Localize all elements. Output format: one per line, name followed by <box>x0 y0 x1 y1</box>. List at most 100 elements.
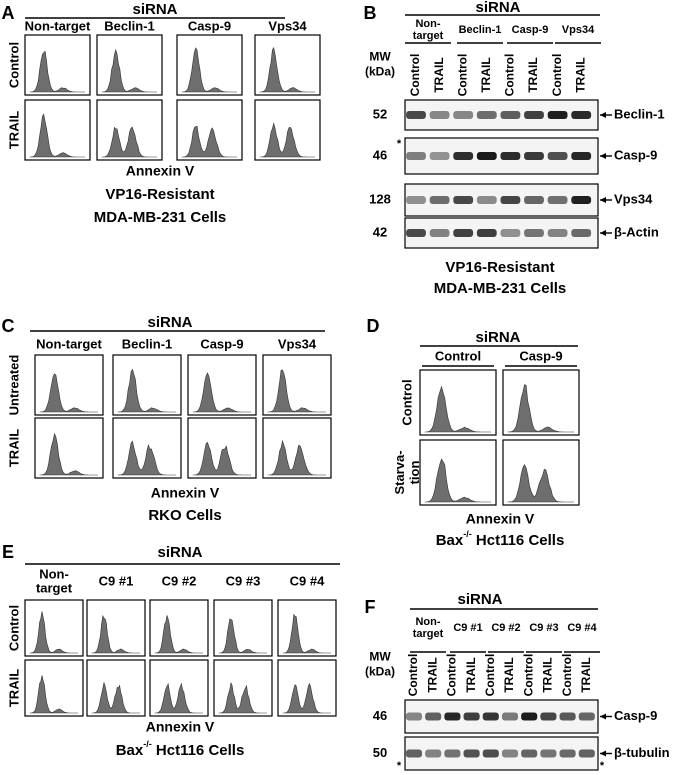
sirna-label: siRNA <box>157 544 202 561</box>
mw-value: 42 <box>373 224 387 239</box>
histogram <box>181 47 237 93</box>
band <box>406 229 426 237</box>
histogram <box>29 113 85 158</box>
row-label: Control <box>6 42 21 88</box>
histogram <box>154 615 203 654</box>
column-label: Casp-9 <box>200 336 243 351</box>
panel-letter: D <box>367 316 380 336</box>
histogram-box <box>34 354 104 416</box>
histogram <box>192 372 251 413</box>
group-label: C9 #1 <box>453 622 482 634</box>
band <box>524 111 544 119</box>
histogram <box>29 50 85 93</box>
band <box>500 152 521 160</box>
histogram-box <box>24 99 91 161</box>
histogram <box>101 126 157 158</box>
band <box>429 152 450 160</box>
column-label: target <box>36 580 73 595</box>
arrow-head <box>600 713 606 720</box>
lane-label: Control <box>455 54 469 97</box>
band <box>500 229 521 237</box>
histogram <box>282 613 331 654</box>
lane-label: Control <box>483 654 497 697</box>
band <box>476 229 497 237</box>
histogram <box>192 441 251 476</box>
protein-label: Vps34 <box>614 191 653 206</box>
protein-label: Casp-9 <box>614 708 657 723</box>
arrow-head <box>600 197 606 203</box>
histogram-box <box>187 417 257 479</box>
histogram <box>101 48 157 93</box>
band <box>406 196 426 204</box>
lane-label: TRAIL <box>573 57 587 92</box>
column-label: C9 #4 <box>290 573 325 588</box>
histogram <box>507 384 574 433</box>
column-label: Casp-9 <box>519 348 562 363</box>
column-label: Vps34 <box>268 18 307 33</box>
lane-label: TRAIL <box>541 657 555 692</box>
band <box>405 749 423 758</box>
arrow-head <box>600 230 606 236</box>
protein-label: Beclin-1 <box>614 106 665 121</box>
band <box>547 196 568 204</box>
marker: * <box>397 760 402 772</box>
row-label: Untreated <box>6 355 21 416</box>
row-label: Control <box>6 605 21 651</box>
band <box>453 229 474 237</box>
lane-label: Control <box>408 54 422 97</box>
arrow-head <box>600 153 606 159</box>
band <box>463 749 480 758</box>
caption: Bax-/- Hct116 Cells <box>436 529 565 549</box>
lane-label: TRAIL <box>479 57 493 92</box>
sirna-label: siRNA <box>132 1 177 18</box>
marker: * <box>600 760 605 772</box>
histogram <box>117 440 176 476</box>
lane-label: TRAIL <box>464 657 478 692</box>
band <box>453 196 474 204</box>
lane-label: Control <box>521 654 535 697</box>
panel-letter: E <box>2 542 14 562</box>
mw-header: MW <box>369 650 391 664</box>
x-axis-label: Annexin V <box>146 719 215 735</box>
lane-label: TRAIL <box>526 57 540 92</box>
panel-letter: A <box>2 3 15 23</box>
protein-label: β-Actin <box>614 224 659 239</box>
histogram-box <box>96 34 163 96</box>
band <box>429 229 450 237</box>
band <box>453 111 474 119</box>
histogram-box <box>34 417 104 479</box>
caption: VP16-Resistant <box>105 186 214 203</box>
histogram-box <box>86 599 146 657</box>
histogram <box>218 618 267 654</box>
band <box>429 111 450 119</box>
band <box>444 712 461 721</box>
row-label: TRAIL <box>6 111 21 149</box>
caption-rest: Hct116 Cells <box>472 532 565 549</box>
mw-value: 46 <box>373 708 387 723</box>
group-label: Beclin-1 <box>459 24 502 36</box>
histogram <box>39 373 98 413</box>
histogram <box>91 614 140 654</box>
histogram <box>117 368 176 413</box>
band <box>444 749 461 758</box>
mw-header: MW <box>369 50 391 64</box>
band <box>463 712 480 721</box>
row-label: Starva- <box>392 450 407 494</box>
lane-label: TRAIL <box>579 657 593 692</box>
band <box>547 152 568 160</box>
column-label: Non-target <box>25 18 91 33</box>
caption-sup: -/- <box>463 529 472 539</box>
histogram-box <box>277 599 337 657</box>
lane-label: Control <box>560 654 574 697</box>
histogram-box <box>502 369 580 436</box>
band <box>571 152 592 160</box>
lane-label: TRAIL <box>425 657 439 692</box>
protein-label: Casp-9 <box>614 147 657 162</box>
histogram-box <box>149 599 209 657</box>
group-label: Casp-9 <box>512 24 549 36</box>
x-axis-label: Annexin V <box>151 485 220 501</box>
protein-label: β-tubulin <box>614 745 670 760</box>
column-label: C9 #1 <box>99 573 134 588</box>
